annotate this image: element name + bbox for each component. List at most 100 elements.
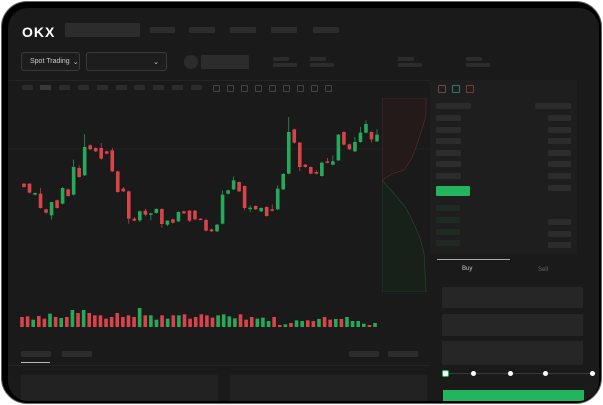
candle-body: [231, 180, 236, 190]
slider-stop-25[interactable]: [471, 371, 476, 376]
candle-body: [320, 162, 324, 176]
amount-slider-handle[interactable]: [442, 370, 449, 377]
chevron-down-icon: ⌄: [153, 58, 159, 66]
volume-bar: [76, 313, 80, 327]
orderbook-both-icon[interactable]: [438, 85, 446, 93]
candlestick-chart[interactable]: [8, 8, 433, 338]
candle-body: [237, 182, 241, 192]
volume-bar: [87, 313, 92, 327]
orderbook-asks-icon[interactable]: [466, 85, 474, 93]
settings-icon[interactable]: [311, 85, 318, 92]
timeframe-button[interactable]: [191, 85, 202, 90]
candle-body: [325, 161, 330, 163]
stat-label: [398, 57, 414, 61]
volume-bar: [233, 318, 237, 327]
candle-body: [71, 167, 76, 195]
nav-item[interactable]: [230, 27, 256, 33]
amount-slider-track[interactable]: [446, 373, 596, 374]
bid-price: [436, 205, 460, 211]
fullscreen-icon[interactable]: [325, 85, 332, 92]
candle-body: [242, 186, 247, 208]
volume-bar: [42, 318, 47, 327]
ask-size: [548, 161, 571, 167]
candle-body: [38, 193, 43, 208]
draw-icon[interactable]: [241, 85, 248, 92]
nav-item[interactable]: [271, 27, 297, 33]
volume-bar: [216, 315, 220, 327]
orderbook-bids-icon[interactable]: [452, 85, 460, 93]
volume-bar: [238, 314, 243, 327]
app-screen: OKX Spot Trading ⌄ ⌄ Buy Sell: [8, 8, 599, 401]
nav-item[interactable]: [150, 27, 175, 33]
candle-body: [292, 129, 297, 143]
chevron-down-icon[interactable]: [227, 85, 234, 92]
timeframe-button[interactable]: [40, 85, 51, 90]
bid-price: [436, 229, 460, 235]
stat-value: [398, 63, 422, 67]
volume-bar: [272, 317, 276, 327]
candle-body: [82, 147, 87, 176]
filter-button[interactable]: [349, 351, 379, 357]
slider-stop-75[interactable]: [543, 371, 548, 376]
candle-body: [115, 171, 120, 192]
total-input[interactable]: [442, 341, 583, 365]
price-input[interactable]: [442, 287, 583, 308]
bid-size: [548, 231, 571, 237]
nav-item[interactable]: [189, 27, 215, 33]
amount-input[interactable]: [442, 314, 583, 336]
candle-body: [121, 188, 126, 192]
timeframe-button[interactable]: [134, 85, 145, 90]
timeframe-button[interactable]: [116, 85, 127, 90]
depth-chart: [382, 98, 427, 292]
coin-icon: [184, 55, 198, 69]
candle-body: [77, 168, 81, 177]
volume-bar: [104, 318, 108, 327]
order-book: [430, 80, 577, 254]
volume-bar: [227, 316, 232, 327]
timeframe-button[interactable]: [153, 85, 164, 90]
timeframe-button[interactable]: [78, 85, 89, 90]
timeframe-button[interactable]: [97, 85, 108, 90]
candle-body: [347, 144, 352, 150]
candle-body: [93, 148, 98, 152]
search-bar[interactable]: [65, 23, 140, 37]
tab-sell[interactable]: Sell: [538, 267, 549, 273]
line-icon[interactable]: [269, 85, 276, 92]
last-price: [436, 186, 470, 196]
volume-bar: [132, 317, 136, 327]
price-placeholder: [201, 55, 249, 69]
indicator-icon[interactable]: [213, 85, 220, 92]
candle-body: [55, 200, 59, 208]
orders-card: [21, 375, 218, 401]
timeframe-button[interactable]: [172, 85, 183, 90]
candle-body: [309, 167, 313, 174]
candle-body: [275, 188, 280, 210]
slider-stop-50[interactable]: [508, 371, 513, 376]
buy-submit-button[interactable]: [443, 390, 584, 401]
slider-stop-100[interactable]: [590, 371, 595, 376]
candle-body: [33, 193, 37, 195]
timeframe-button[interactable]: [59, 85, 70, 90]
volume-bar: [261, 317, 265, 327]
candle-body: [104, 151, 109, 154]
tab-open-orders[interactable]: [21, 351, 51, 357]
camera-icon[interactable]: [297, 85, 304, 92]
filter-button[interactable]: [388, 351, 418, 357]
tab-buy[interactable]: Buy: [462, 266, 473, 272]
nav-item[interactable]: [313, 27, 339, 33]
volume-bar: [171, 315, 176, 327]
candle-body: [88, 145, 92, 150]
volume-bar: [210, 317, 215, 327]
candle-body: [99, 148, 104, 159]
volume-bar: [109, 317, 114, 327]
chevron-down-icon[interactable]: [255, 85, 262, 92]
candle-body: [215, 224, 219, 232]
tab-order-history[interactable]: [62, 351, 92, 357]
market-type-dropdown[interactable]: Spot Trading ⌄: [21, 52, 80, 71]
pair-dropdown[interactable]: ⌄: [86, 52, 167, 71]
volume-bar: [121, 317, 125, 327]
active-tab-indicator: [21, 362, 50, 363]
timeframe-button[interactable]: [22, 85, 33, 90]
candle-body: [171, 219, 175, 223]
ruler-icon[interactable]: [283, 85, 290, 92]
